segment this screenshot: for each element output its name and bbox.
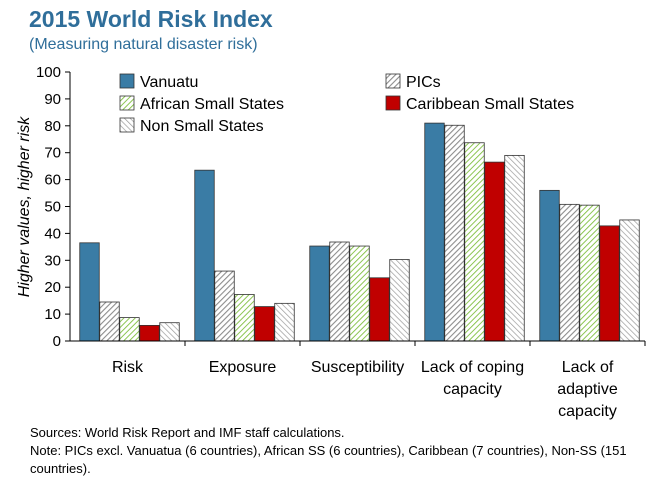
y-tick-label: 100 — [36, 64, 61, 81]
bar-african-small-states-2 — [349, 245, 370, 342]
bar-vanuatu-2 — [309, 245, 330, 342]
y-axis: 0 10 20 30 40 50 60 70 80 90 100 — [36, 64, 71, 350]
legend-swatch — [119, 117, 135, 133]
x-tick-label: Lack of coping — [421, 359, 524, 376]
bar-caribbean-small-states-4 — [599, 225, 620, 342]
bar-vanuatu-1 — [194, 169, 215, 342]
y-axis-label: Higher values, higher risk — [16, 116, 33, 298]
y-tick-label: 50 — [44, 199, 61, 216]
bar-african-small-states-1 — [234, 294, 255, 342]
legend: Vanuatu PICs African Small States Caribbean… — [119, 73, 574, 135]
bar-non-small-states-2 — [389, 259, 410, 342]
y-tick-label: 10 — [44, 306, 61, 323]
x-tick-label: Lack of — [562, 359, 614, 376]
legend-label: Vanuatu — [140, 74, 198, 91]
bar-caribbean-small-states-0 — [139, 324, 160, 342]
y-tick-label: 20 — [44, 279, 61, 296]
x-tick-label: Susceptibility — [311, 359, 404, 376]
bar-vanuatu-0 — [79, 242, 100, 342]
bar-vanuatu-4 — [539, 189, 560, 342]
bar-pics-2 — [329, 241, 350, 342]
x-tick-label: Exposure — [209, 359, 277, 376]
y-tick-label: 60 — [44, 172, 61, 189]
bar-caribbean-small-states-2 — [369, 277, 390, 342]
bar-non-small-states-4 — [619, 219, 640, 342]
sources-note: Sources: World Risk Report and IMF staff… — [30, 425, 345, 440]
page-subtitle: (Measuring natural disaster risk) — [29, 36, 258, 53]
chart-notes: Sources: World Risk Report and IMF staff… — [30, 424, 642, 478]
y-tick-label: 0 — [53, 333, 61, 350]
legend-label: African Small States — [140, 96, 284, 113]
legend-label: Non Small States — [140, 118, 264, 135]
legend-swatch — [385, 73, 401, 89]
x-axis: Risk Exposure Susceptibility Lack of coping… — [70, 340, 646, 420]
bar-african-small-states-4 — [579, 204, 600, 342]
bar-pics-4 — [559, 203, 580, 342]
bar-african-small-states-3 — [464, 142, 485, 342]
bar-pics-1 — [214, 270, 235, 342]
legend-swatch — [119, 73, 135, 89]
x-tick-label: adaptive — [557, 381, 618, 398]
y-tick-label: 90 — [44, 91, 61, 108]
footnote: Note: PICs excl. Vanuatua (6 countries),… — [30, 443, 627, 476]
bar-pics-0 — [99, 301, 120, 342]
bar-pics-3 — [444, 124, 465, 342]
legend-swatch — [385, 95, 401, 111]
bar-non-small-states-0 — [159, 322, 180, 342]
y-tick-label: 40 — [44, 225, 61, 242]
x-tick-label: Risk — [112, 359, 144, 376]
y-tick-label: 30 — [44, 252, 61, 269]
bar-non-small-states-3 — [504, 154, 525, 342]
y-tick-label: 80 — [44, 118, 61, 135]
bar-african-small-states-0 — [119, 317, 140, 342]
legend-label: Caribbean Small States — [406, 96, 574, 113]
bar-non-small-states-1 — [274, 302, 295, 342]
bar-caribbean-small-states-3 — [484, 161, 505, 342]
legend-swatch — [119, 95, 135, 111]
page-title: 2015 World Risk Index — [29, 6, 273, 32]
bars — [79, 122, 640, 342]
bar-vanuatu-3 — [424, 122, 445, 342]
x-tick-label: capacity — [443, 381, 502, 398]
y-tick-label: 70 — [44, 145, 61, 162]
legend-label: PICs — [406, 74, 441, 91]
x-tick-label: capacity — [558, 403, 617, 420]
bar-caribbean-small-states-1 — [254, 306, 275, 342]
